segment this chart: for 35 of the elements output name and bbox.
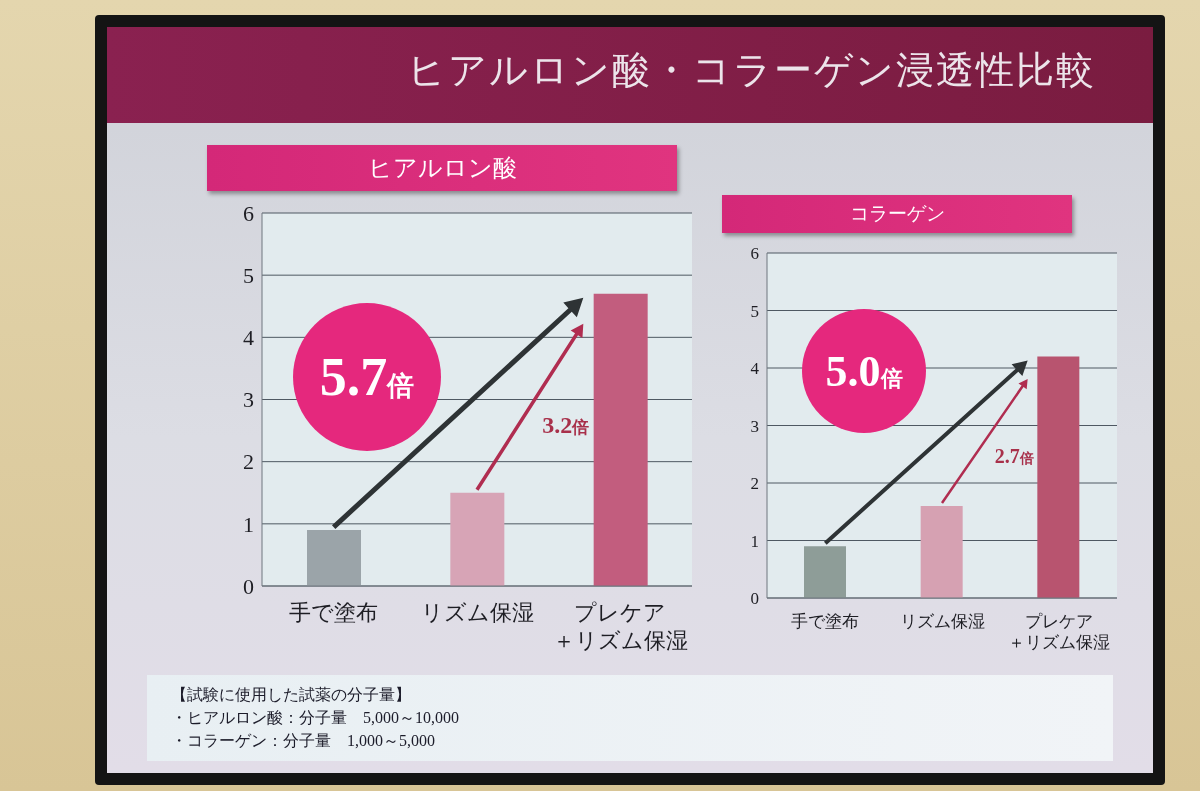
chart-subtitle: ヒアルロン酸 [367,154,517,183]
x-tick-label: 手で塗布 [791,612,860,631]
text: 【試験に使用した試薬の分子量】 [171,685,412,705]
y-tick-label: 3 [243,387,254,413]
y-tick-label: 3 [750,416,759,436]
x-tick-label: 手で塗布 [289,600,379,625]
y-tick-label: 0 [750,589,759,609]
y-tick-label: 2 [750,474,759,494]
y-tick-label: 6 [750,244,759,264]
text: ・コラーゲン：分子量 1,000～5,000 [171,731,436,751]
chart-title: ヒアルロン酸・コラーゲン浸透性比較 [407,48,1096,93]
x-tick-label: リズム保湿 [899,612,985,631]
y-tick-label: 2 [243,449,254,475]
y-tick-label: 5 [750,301,759,321]
text: ・ヒアルロン酸：分子量 5,000～10,000 [171,708,460,728]
x-tick-label: プレケア＋リズム保湿 [552,600,688,653]
annotation: 5.0倍 [825,346,903,396]
bar [804,546,846,598]
y-tick-label: 0 [243,573,254,599]
bar [1037,356,1080,598]
bar [450,492,505,586]
y-tick-label: 4 [243,325,254,351]
bar [307,530,361,586]
x-tick-label: リズム保湿 [420,600,534,625]
y-tick-label: 1 [750,531,759,551]
annotation: 2.7倍 [994,445,1034,468]
bar [593,293,648,586]
annotation: 5.7倍 [319,347,415,407]
y-tick-label: 6 [243,200,254,226]
y-tick-label: 1 [243,511,254,537]
annotation: 3.2倍 [542,412,590,439]
y-tick-label: 5 [243,262,254,288]
y-tick-label: 4 [750,359,760,379]
chart-subtitle: コラーゲン [849,202,945,226]
x-tick-label: プレケア＋リズム保湿 [1007,612,1110,653]
